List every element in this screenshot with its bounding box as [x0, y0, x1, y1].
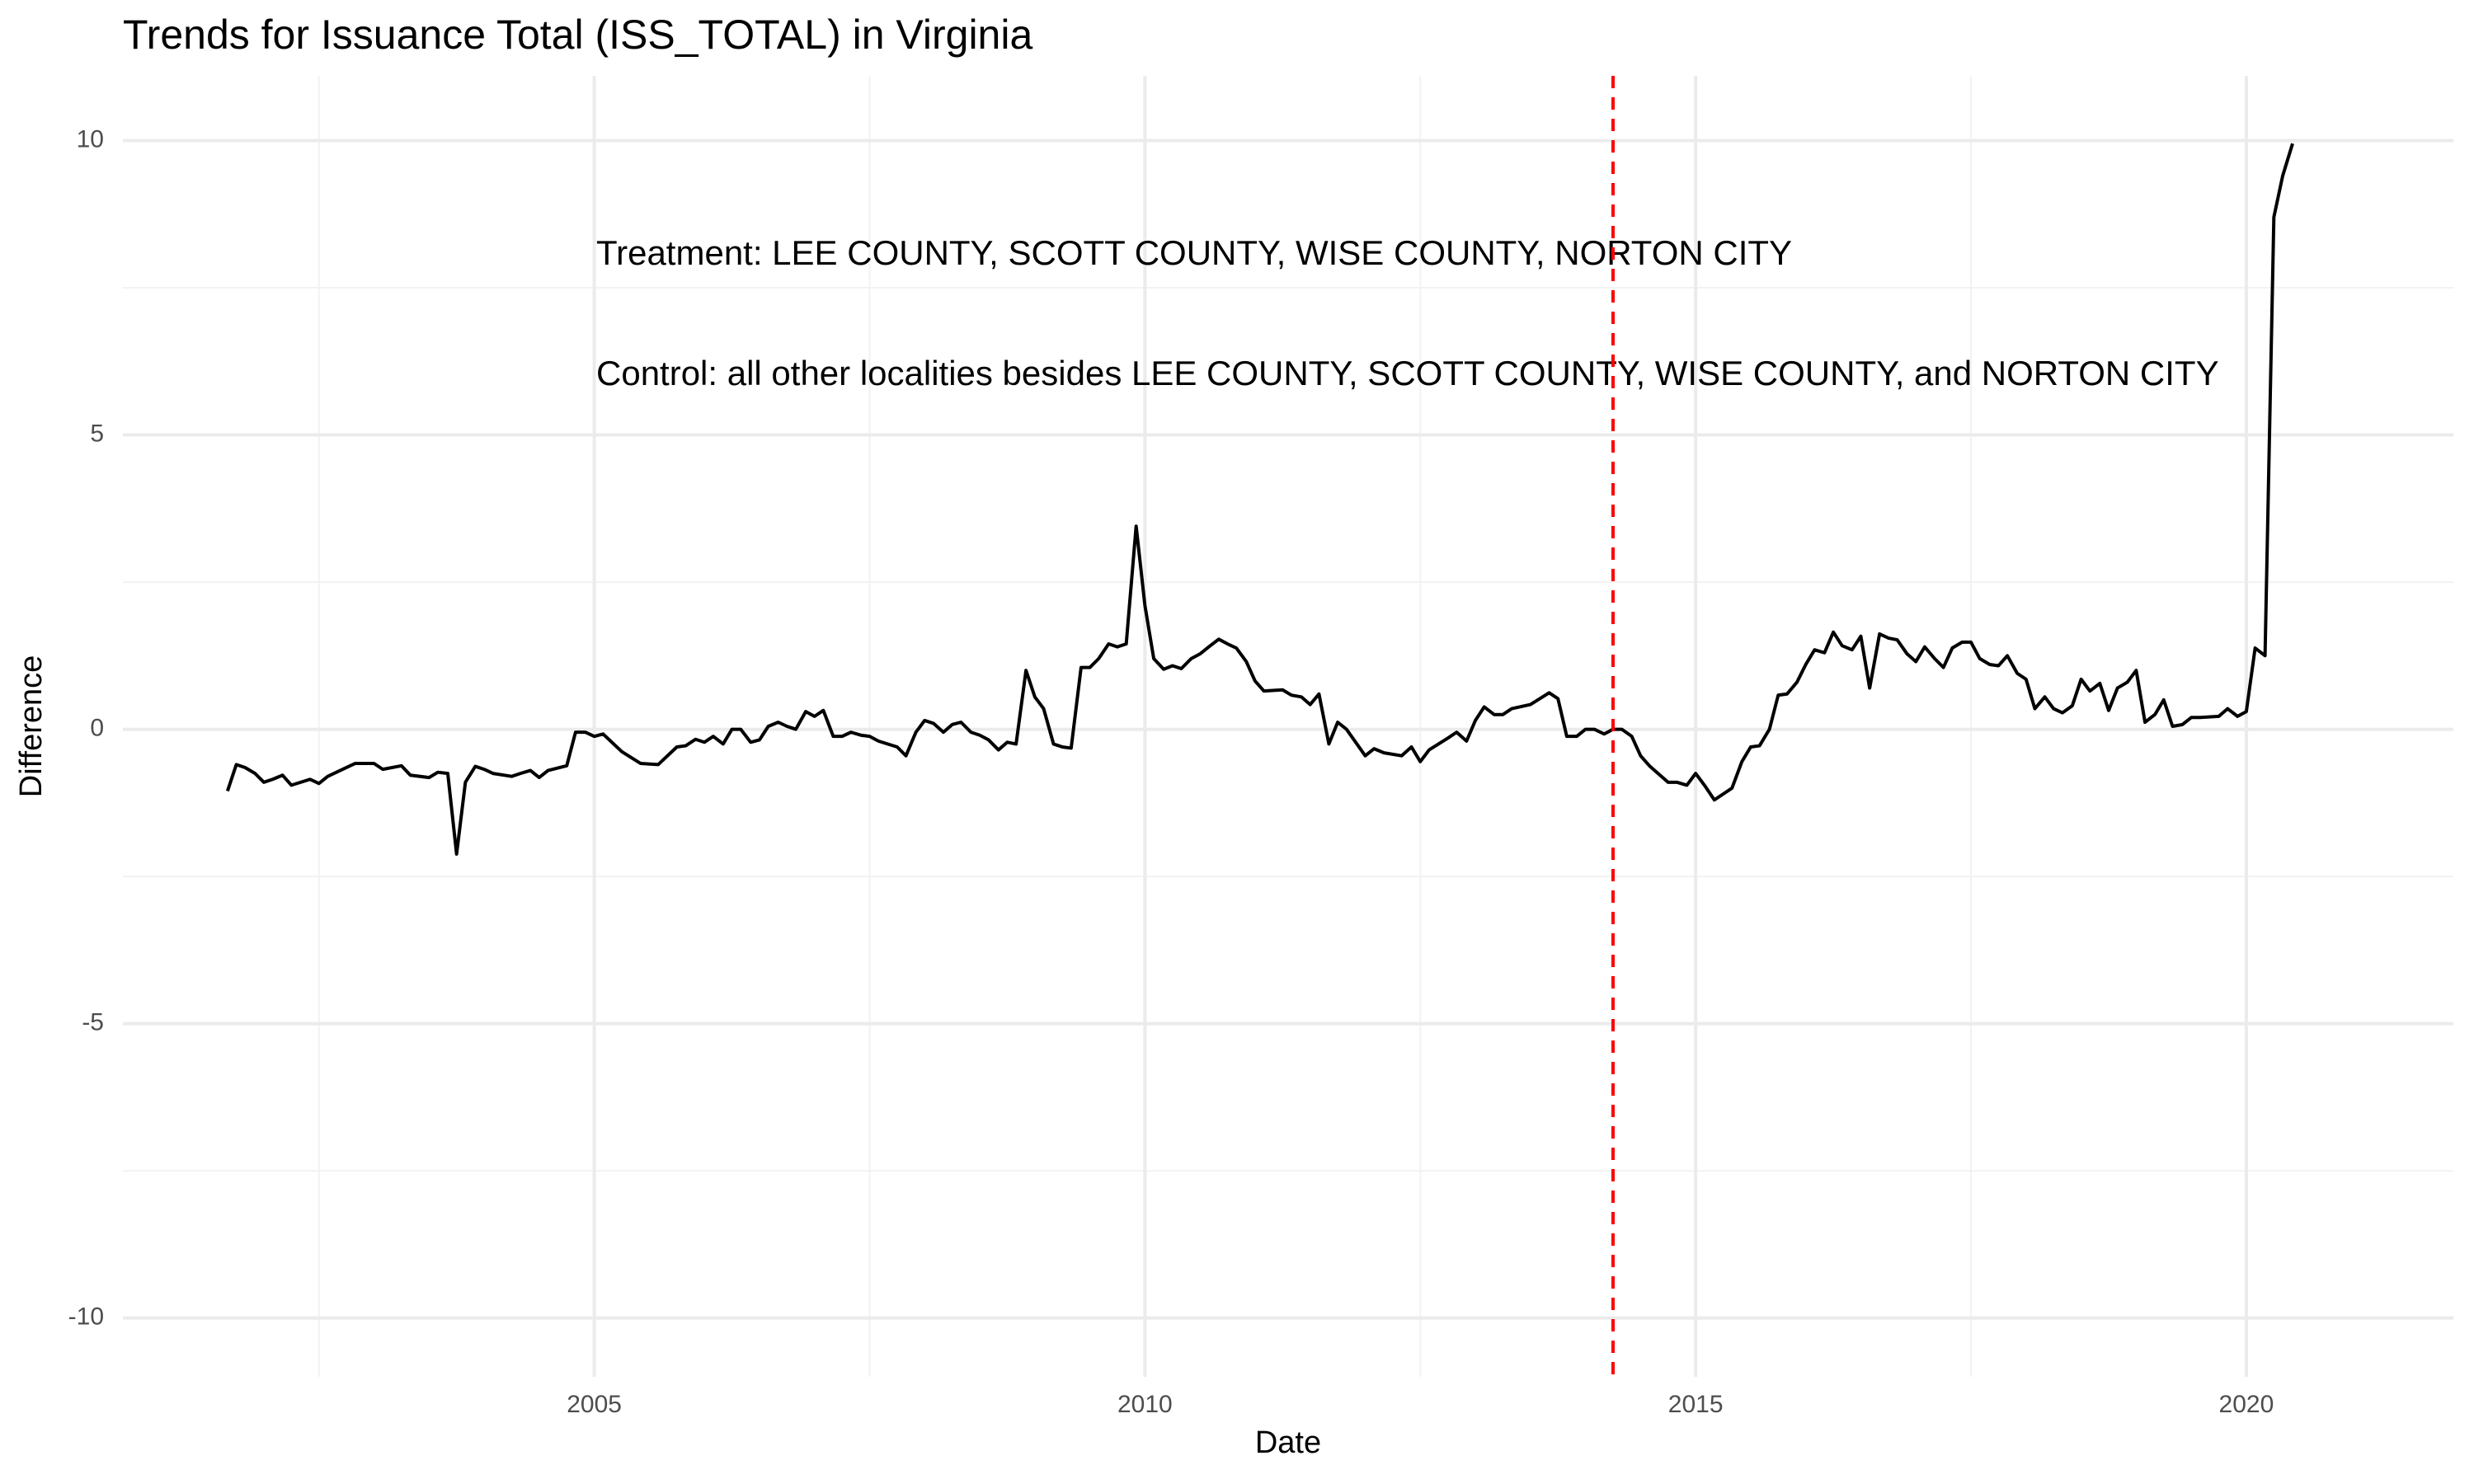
grid: [123, 76, 2453, 1377]
x-axis-title: Date: [1255, 1425, 1321, 1460]
y-tick-label: 0: [90, 714, 104, 741]
chart-title: Trends for Issuance Total (ISS_TOTAL) in…: [123, 12, 1032, 58]
x-tick-label: 2005: [567, 1391, 622, 1418]
x-tick-label: 2015: [1668, 1391, 1724, 1418]
y-tick-label: -10: [68, 1303, 104, 1331]
annotation: Treatment: LEE COUNTY, SCOTT COUNTY, WIS…: [596, 233, 1792, 272]
y-axis-title: Difference: [14, 655, 49, 798]
annotation: Control: all other localities besides LE…: [596, 354, 2219, 392]
y-tick-label: 5: [90, 420, 104, 447]
y-tick-label: 10: [77, 125, 104, 153]
x-tick-label: 2020: [2219, 1391, 2274, 1418]
y-tick-label: -5: [82, 1009, 104, 1036]
x-tick-label: 2010: [1117, 1391, 1173, 1418]
data-line: [225, 143, 2294, 856]
